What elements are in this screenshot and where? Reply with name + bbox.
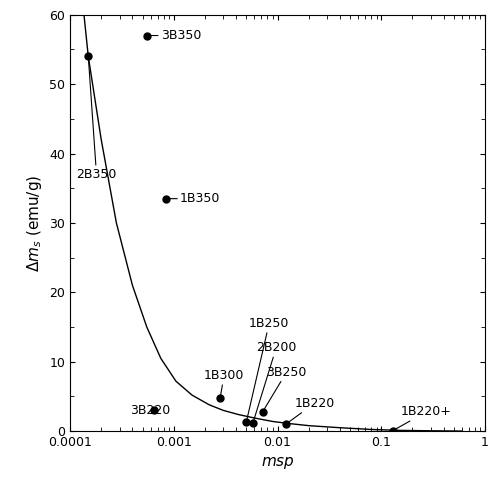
- X-axis label: $msp$: $msp$: [260, 455, 294, 470]
- Y-axis label: $\Delta m_s$ (emu/g): $\Delta m_s$ (emu/g): [24, 174, 44, 271]
- Text: 2B200: 2B200: [253, 342, 296, 423]
- Text: 3B250: 3B250: [262, 366, 306, 412]
- Text: 1B250: 1B250: [246, 317, 290, 422]
- Text: 1B220: 1B220: [286, 397, 335, 424]
- Text: 3B220: 3B220: [130, 404, 170, 417]
- Text: 3B350: 3B350: [147, 29, 201, 42]
- Text: 1B350: 1B350: [166, 192, 220, 205]
- Text: 1B220+: 1B220+: [393, 405, 452, 431]
- Text: 1B300: 1B300: [204, 369, 244, 398]
- Text: 2B350: 2B350: [76, 56, 116, 181]
